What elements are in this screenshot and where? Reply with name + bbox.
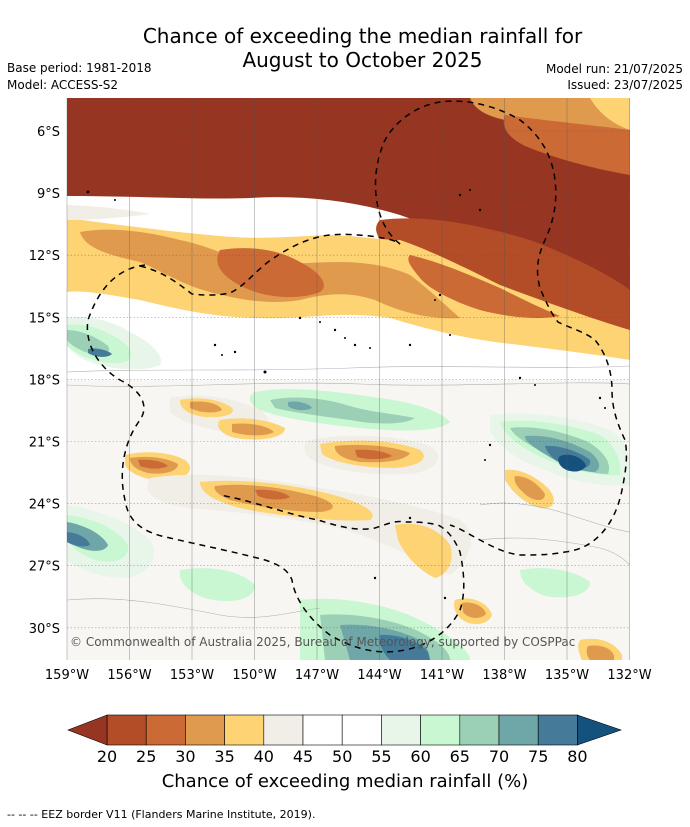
zone-dry-north-edge (376, 218, 630, 330)
zone-dry-south-east-orange (462, 602, 486, 618)
zone-dry-north-top-yellow (590, 98, 630, 130)
longitude-label: 141°W (420, 668, 464, 683)
copyright-notice: © Commonwealth of Australia 2025, Bureau… (70, 635, 575, 649)
contour-lines (67, 365, 630, 618)
zone-dry-southeast-corner-orange (586, 645, 614, 660)
latitude-label: 24°S (29, 498, 60, 513)
longitude-label: 147°W (295, 668, 339, 683)
zone-dry-pocket-21s-orange (232, 423, 274, 436)
zone-dry-pocket-22s-mid-dark (355, 449, 392, 460)
colorbar-segment (106, 714, 147, 746)
colorbar-tick-label: 50 (332, 747, 352, 766)
longitude-label: 159°W (45, 668, 89, 683)
colorbar-tick-label: 75 (528, 747, 548, 766)
island-markers (86, 189, 606, 600)
colorbar-tick-labels: 20 25 30 35 40 45 50 55 60 65 70 75 80 (97, 747, 588, 766)
zone-wet-south-blue (379, 634, 430, 660)
colorbar-tick-label: 45 (293, 747, 313, 766)
latitude-label: 30°S (29, 622, 60, 637)
zone-very-dry-north (67, 98, 630, 300)
colorbar-tick-label: 35 (214, 747, 234, 766)
latitude-label: 21°S (29, 436, 60, 451)
latitude-label: 18°S (29, 373, 60, 388)
longitude-label: 156°W (107, 668, 151, 683)
zone-wet-west-blue (88, 348, 112, 357)
zone-dry-band-dark-orange (217, 248, 324, 298)
zone-dry-pocket-26s (395, 523, 452, 578)
eez-footnote: -- -- -- EEZ border V11 (Flanders Marine… (7, 808, 316, 821)
zone-dry-pocket-22s-west-dark (138, 459, 168, 469)
longitude-labels: 159°W 156°W 153°W 150°W 147°W 144°W 141°W 138°W… (45, 668, 652, 683)
colorbar-tick-label: 65 (450, 747, 470, 766)
colorbar-segment (263, 714, 304, 746)
colorbar-tick-label: 60 (410, 747, 430, 766)
longitude-label: 135°W (545, 668, 589, 683)
latitude-label: 6°S (37, 125, 60, 140)
latitude-label: 15°S (29, 311, 60, 326)
map-plot-area (67, 98, 630, 660)
longitude-label: 144°W (357, 668, 401, 683)
latitude-labels: 6°S 9°S 12°S 15°S 18°S 21°S 24°S 27°S 30°S (29, 125, 60, 637)
zone-dry-pocket-23s-east-orange (514, 476, 545, 501)
colorbar-segment (302, 714, 343, 746)
colorbar-segment (537, 714, 578, 746)
latitude-label: 9°S (37, 187, 60, 202)
zone-wet-east-blue-dark (558, 454, 586, 472)
grid-lines (66, 98, 630, 660)
colorbar-tick-label: 30 (175, 747, 195, 766)
map-title-line-1: Chance of exceeding the median rainfall … (142, 24, 583, 48)
colorbar-segment (459, 714, 500, 746)
colorbar-segment (381, 714, 421, 746)
zone-wet-southeast-green (520, 568, 590, 598)
colorbar-tick-label: 25 (136, 747, 156, 766)
colorbar-segment (145, 714, 186, 746)
colorbar-segment (498, 714, 539, 746)
latitude-label: 12°S (29, 249, 60, 264)
eez-border-north-east (374, 100, 628, 556)
zone-wet-south-green (179, 568, 255, 602)
colorbar-tick-label: 40 (254, 747, 274, 766)
zone-white-gap-north (67, 198, 350, 224)
colorbar-tick-label: 70 (489, 747, 509, 766)
colorbar-segment (224, 714, 265, 746)
zone-wet-pocket-19s-blue (288, 401, 312, 411)
longitude-label: 132°W (607, 668, 651, 683)
zone-dry-band-24s-dark (255, 489, 290, 500)
colorbar-tick-label: 20 (97, 747, 117, 766)
map-title-line-2: August to October 2025 (242, 48, 483, 72)
model-label: Model: ACCESS-S2 (7, 78, 119, 92)
zone-wet-southwest-blue (67, 532, 90, 547)
base-period-label: Base period: 1981-2018 (7, 61, 152, 75)
colorbar-high-extension (577, 714, 622, 746)
latitude-label: 27°S (29, 560, 60, 575)
colorbar (67, 714, 622, 746)
colorbar-tick-label: 80 (567, 747, 587, 766)
eez-border-west (86, 264, 465, 653)
rainfall-probability-map: © Commonwealth of Australia 2025, Bureau… (29, 98, 652, 792)
colorbar-segment (185, 714, 225, 746)
model-run-label: Model run: 21/07/2025 (545, 62, 683, 76)
colorbar-segment (341, 714, 382, 746)
longitude-label: 138°W (482, 668, 526, 683)
colorbar-tick-label: 55 (371, 747, 391, 766)
colorbar-title: Chance of exceeding median rainfall (%) (162, 771, 529, 792)
longitude-label: 150°W (232, 668, 276, 683)
zone-dry-band-dark-orange-2 (408, 255, 560, 318)
colorbar-low-extension (67, 714, 108, 746)
colorbar-segment (420, 714, 461, 746)
zone-dry-pocket-19s-orange (190, 401, 222, 413)
issued-label: Issued: 23/07/2025 (567, 78, 683, 92)
longitude-label: 153°W (170, 668, 214, 683)
